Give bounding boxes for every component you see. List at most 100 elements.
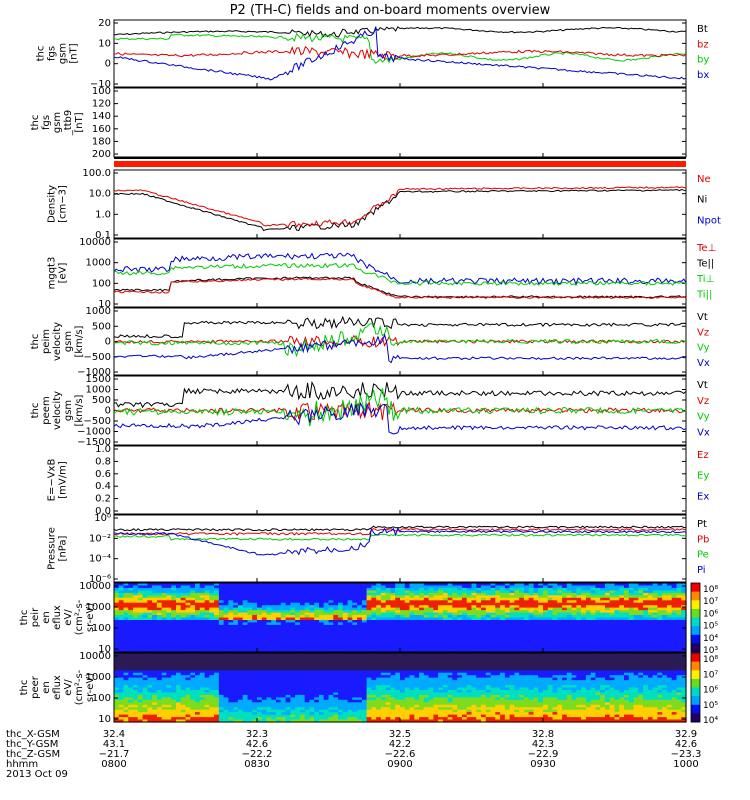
- colorbar-tick-label: 10⁵: [703, 622, 718, 632]
- y-axis-label: peem: [41, 396, 52, 424]
- y-axis-label: thc: [30, 334, 41, 350]
- panel-frame: [113, 514, 687, 583]
- y-tick-label: −500: [84, 352, 111, 363]
- x-tick-label: −22.6: [385, 749, 416, 760]
- y-axis-label: eflux: [52, 605, 63, 630]
- series-Bt: [114, 26, 687, 39]
- y-axis-label: (cm²-s-: [74, 599, 85, 635]
- legend-entry: Ni: [697, 195, 707, 206]
- x-tick-label: 0930: [530, 759, 555, 770]
- colorbar-tick-label: 10⁵: [703, 701, 718, 711]
- x-tick-label: 0900: [387, 759, 412, 770]
- legend-entry: Ti||: [696, 290, 712, 301]
- legend-entry: Pe: [697, 550, 709, 561]
- colorbar-tick-label: 10⁷: [703, 670, 718, 680]
- series-Vy: [113, 388, 687, 427]
- legend-entry: Ez: [697, 450, 709, 461]
- y-tick-label: 10⁻⁶: [89, 574, 111, 585]
- series-Pb: [113, 527, 687, 536]
- colorbar-segment: [691, 643, 700, 653]
- y-axis-label: velocity: [52, 322, 63, 361]
- y-axis-label: eV/: [63, 679, 74, 696]
- status-bar: [114, 161, 686, 167]
- y-tick-label: 10: [98, 644, 111, 655]
- series-Vx: [113, 401, 687, 435]
- colorbar-tick-label: 10⁸: [703, 655, 718, 665]
- y-axis-label: velocity: [52, 391, 63, 430]
- series-Pe: [113, 533, 687, 541]
- y-axis-label: sr-eV): [85, 603, 96, 632]
- y-axis-label: [km/s]: [74, 394, 85, 426]
- y-tick-label: 10: [98, 38, 111, 49]
- colorbar-segment: [691, 608, 700, 618]
- x-tick-label: −23.3: [671, 749, 702, 760]
- series-Vx: [113, 333, 687, 364]
- y-axis-label: [km/s]: [74, 325, 85, 357]
- legend-entry: Vx: [697, 358, 710, 369]
- legend-entry: Vz: [697, 327, 709, 338]
- y-axis-label: mgqt3: [47, 257, 58, 290]
- x-tick-label: 32.8: [532, 729, 554, 740]
- y-tick-label: 120: [92, 99, 111, 110]
- colorbar-segment: [691, 634, 700, 644]
- series-bx: [113, 26, 687, 81]
- panel-efield: 1.00.8 0.60.4 0.20.0 E=−VxB [mV/m] Ez Ey Ex: [47, 444, 710, 517]
- y-tick-label: 180: [92, 136, 111, 147]
- y-tick-label: −10: [90, 79, 111, 90]
- y-tick-label: 0.6: [95, 469, 111, 480]
- date-label: 2013 Oct 09: [6, 769, 68, 780]
- y-tick-label: 1.0: [95, 209, 111, 220]
- y-axis-label: thc: [36, 46, 47, 62]
- series-Ni: [113, 188, 687, 232]
- y-tick-label: 10: [98, 299, 111, 310]
- legend-entry: Pt: [697, 519, 707, 530]
- colorbar-segment: [691, 713, 700, 723]
- series-Vz: [113, 335, 687, 348]
- colorbar-segment: [691, 617, 700, 627]
- panel-frame: [113, 445, 687, 515]
- legend-entry: bz: [697, 39, 709, 50]
- y-axis-label: Pressure: [47, 527, 58, 570]
- y-axis-label: _ttb9: [63, 110, 74, 137]
- series-Ne: [113, 186, 687, 229]
- legend-entry: Vy: [697, 343, 710, 354]
- x-row-label: thc_Z-GSM: [6, 749, 60, 760]
- y-axis-label: [mV/m]: [58, 461, 69, 499]
- colorbar-frame: [690, 652, 701, 723]
- colorbar-segment: [691, 591, 700, 601]
- legend-entry: Te||: [696, 259, 714, 270]
- x-tick-label: 42.6: [246, 739, 268, 750]
- colorbar-segment: [691, 661, 700, 671]
- x-tick-label: 42.2: [389, 739, 411, 750]
- panel-density: 100.0 10.0 1.0 0.1 Density [cm−3] Ne Ni Npot: [47, 168, 721, 241]
- legend-entry: Te⊥: [696, 243, 716, 254]
- y-axis-label: fgs: [47, 46, 58, 61]
- y-axis-label: [eV]: [58, 263, 69, 284]
- panel-frame: [113, 169, 687, 239]
- colorbar-tick-label: 10⁴: [703, 716, 718, 726]
- x-tick-label: 1000: [673, 759, 698, 770]
- legend-entry: Vy: [697, 412, 710, 423]
- y-tick-label: 0.4: [95, 481, 111, 492]
- y-tick-label: 500: [92, 395, 111, 406]
- y-tick-label: 0.2: [95, 494, 111, 505]
- colorbar-segment: [691, 626, 700, 636]
- legend-entry: Pi: [697, 565, 706, 576]
- y-axis-label: (cm²-s-: [74, 669, 85, 705]
- colorbar-tick-label: 10³: [703, 646, 718, 656]
- y-axis-label: [nT]: [74, 112, 85, 132]
- legend-entry: Ne: [697, 174, 711, 185]
- figure-title: P2 (TH-C) fields and on-board moments ov…: [230, 3, 551, 18]
- y-tick-label: 20: [98, 18, 111, 29]
- series-Pi: [113, 527, 687, 556]
- y-tick-label: 200: [92, 149, 111, 160]
- series-bz: [113, 45, 687, 61]
- y-axis-label: peer: [30, 675, 41, 699]
- y-tick-label: 1500: [86, 374, 111, 385]
- legend-entry: Ey: [697, 471, 709, 482]
- x-tick-label: −22.9: [528, 749, 559, 760]
- y-tick-label: 160: [92, 124, 111, 135]
- series-Vt: [113, 315, 687, 339]
- y-tick-label: −1000: [77, 367, 111, 378]
